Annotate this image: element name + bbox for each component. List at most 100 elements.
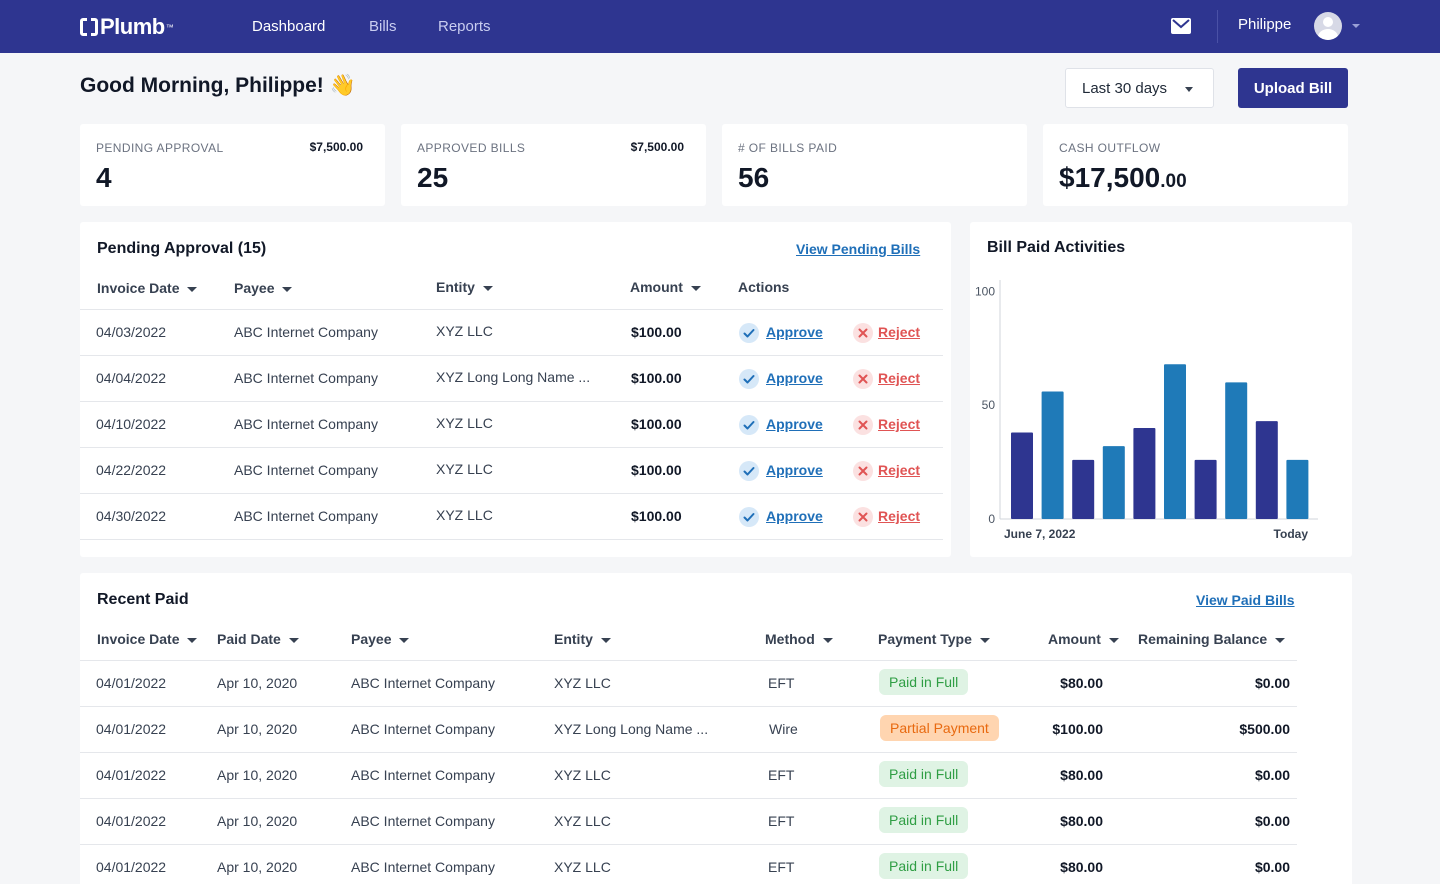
column-header-invoice-date[interactable]: Invoice Date: [97, 631, 198, 647]
reject-button[interactable]: Reject: [878, 370, 921, 386]
column-header-amount[interactable]: Amount: [630, 279, 701, 295]
entity-cell: XYZ LLC: [436, 323, 493, 339]
nav-dashboard[interactable]: Dashboard: [252, 18, 326, 35]
entity-cell: XYZ LLC: [554, 675, 611, 691]
invoice-date-cell: 04/22/2022: [96, 462, 167, 478]
reject-button[interactable]: Reject: [878, 324, 921, 340]
column-header-label: Paid Date: [217, 631, 281, 647]
pending-approval-title: Pending Approval (15): [97, 240, 267, 257]
close-icon: [853, 507, 873, 527]
approve-button[interactable]: Approve: [766, 462, 823, 478]
column-header-payee[interactable]: Payee: [234, 280, 293, 296]
header-divider: [80, 660, 1297, 661]
kpi-value: 4: [96, 162, 112, 193]
recent-paid-title: Recent Paid: [97, 591, 189, 608]
row-divider: [80, 539, 943, 540]
column-header-entity[interactable]: Entity: [554, 631, 611, 647]
reject-button[interactable]: Reject: [878, 508, 921, 524]
column-header-payee[interactable]: Payee: [351, 631, 410, 647]
payee-cell: ABC Internet Company: [234, 324, 378, 340]
column-header-invoice-date[interactable]: Invoice Date: [97, 280, 198, 296]
header-divider: [80, 309, 943, 310]
approve-button[interactable]: Approve: [766, 416, 823, 432]
column-header-label: Amount: [630, 279, 683, 295]
user-name[interactable]: Philippe: [1238, 16, 1292, 33]
payee-cell: ABC Internet Company: [351, 721, 495, 737]
invoice-date-cell: 04/04/2022: [96, 370, 167, 386]
entity-cell: XYZ LLC: [436, 415, 493, 431]
invoice-date-cell: 04/01/2022: [96, 859, 167, 875]
method-cell: EFT: [768, 813, 795, 829]
kpi-value: 25: [417, 162, 449, 193]
logo-mark-icon: [80, 18, 98, 36]
kpi-bills-paid: # of Bills Paid 56: [722, 124, 1027, 206]
amount-cell: $100.00: [631, 508, 682, 524]
approve-button[interactable]: Approve: [766, 324, 823, 340]
row-divider: [80, 447, 943, 448]
kpi-value: 56: [738, 162, 770, 193]
nav-divider: [1217, 10, 1218, 43]
close-icon: [853, 323, 873, 343]
column-header-actions: Actions: [738, 279, 790, 295]
amount-cell: $80.00: [1060, 675, 1103, 691]
mail-icon[interactable]: [1171, 18, 1191, 34]
sort-caret-icon: [1108, 637, 1119, 643]
y-tick-label: 50: [982, 398, 996, 412]
logo-trademark: ™: [165, 22, 174, 32]
row-divider: [80, 706, 1297, 707]
kpi-amount: $7,500.00: [630, 140, 684, 154]
logo-text: Plumb: [100, 14, 165, 39]
reject-button[interactable]: Reject: [878, 416, 921, 432]
paid-date-cell: Apr 10, 2020: [217, 675, 298, 691]
view-pending-bills-link[interactable]: View Pending Bills: [796, 241, 921, 257]
chevron-down-icon[interactable]: [1352, 24, 1360, 28]
amount-cell: $100.00: [1052, 721, 1103, 737]
approve-button[interactable]: Approve: [766, 508, 823, 524]
nav-bills[interactable]: Bills: [369, 18, 397, 35]
row-divider: [80, 798, 1297, 799]
avatar[interactable]: [1314, 12, 1342, 40]
column-header-label: Invoice Date: [97, 631, 180, 647]
column-header-amount[interactable]: Amount: [1048, 631, 1119, 647]
column-header-entity[interactable]: Entity: [436, 279, 493, 295]
amount-cell: $100.00: [631, 370, 682, 386]
column-header-paid-date[interactable]: Paid Date: [217, 631, 299, 647]
column-header-label: Remaining Balance: [1138, 631, 1268, 647]
entity-cell: XYZ Long Long Name ...: [554, 721, 709, 737]
sort-caret-icon: [690, 285, 701, 291]
column-header-payment-type[interactable]: Payment Type: [878, 631, 990, 647]
sort-caret-icon: [822, 637, 833, 643]
sort-caret-icon: [399, 637, 410, 643]
row-divider: [80, 493, 943, 494]
remaining-balance-cell: $0.00: [1254, 675, 1290, 691]
column-header-remaining-balance[interactable]: Remaining Balance: [1138, 631, 1286, 647]
approve-button[interactable]: Approve: [766, 370, 823, 386]
pending-approval-panel: [80, 222, 951, 557]
column-header-method[interactable]: Method: [765, 631, 833, 647]
status-badge: Paid in Full: [879, 853, 969, 879]
entity-cell: XYZ LLC: [436, 507, 493, 523]
chart-bar: [1194, 459, 1217, 519]
check-icon: [739, 323, 759, 343]
invoice-date-cell: 04/30/2022: [96, 508, 167, 524]
top-navbar: Plumb ™ Dashboard Bills Reports Philippe: [0, 0, 1440, 53]
status-badge: Partial Payment: [880, 715, 999, 741]
sort-caret-icon: [482, 285, 493, 291]
reject-button[interactable]: Reject: [878, 462, 921, 478]
nav-reports[interactable]: Reports: [438, 18, 491, 35]
upload-bill-button[interactable]: Upload Bill: [1238, 68, 1348, 108]
chart-bar: [1225, 382, 1248, 519]
sort-caret-icon: [187, 286, 198, 292]
row-divider: [80, 355, 943, 356]
kpi-label: # of Bills Paid: [738, 141, 838, 155]
date-range-select[interactable]: Last 30 days: [1065, 68, 1214, 108]
paid-date-cell: Apr 10, 2020: [217, 813, 298, 829]
plumb-logo[interactable]: Plumb ™: [80, 14, 174, 40]
paid-date-cell: Apr 10, 2020: [217, 859, 298, 875]
sort-caret-icon: [282, 286, 293, 292]
row-divider: [80, 844, 1297, 845]
payee-cell: ABC Internet Company: [351, 859, 495, 875]
view-paid-bills-link[interactable]: View Paid Bills: [1196, 592, 1295, 608]
invoice-date-cell: 04/01/2022: [96, 721, 167, 737]
y-tick-label: 0: [988, 512, 995, 526]
